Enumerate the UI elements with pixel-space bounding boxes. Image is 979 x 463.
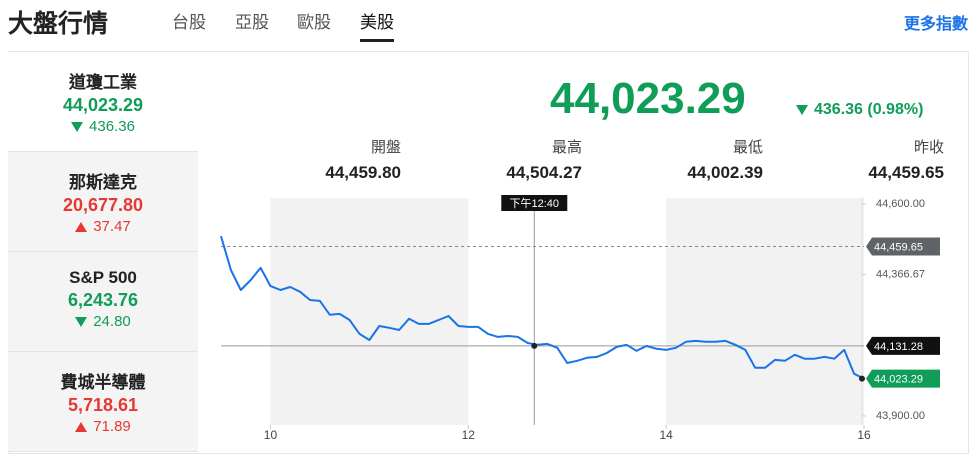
- change-text: 436.36 (0.98%): [814, 101, 924, 118]
- stat-value: 44,459.65: [868, 163, 944, 182]
- change-text: 24.80: [93, 313, 131, 330]
- y-tick-label: 44,366.67: [876, 269, 925, 281]
- index-name: 那斯達克: [69, 173, 137, 192]
- tab[interactable]: 亞股: [235, 13, 269, 32]
- index-item[interactable]: 道瓊工業 44,023.29 436.36: [8, 52, 198, 152]
- direction-arrow: [75, 222, 88, 233]
- crosshair-dot: [531, 342, 538, 349]
- index-item[interactable]: S&P 500 6,243.76 24.80: [8, 252, 198, 352]
- index-item[interactable]: 那斯達克 20,677.80 37.47: [8, 152, 198, 252]
- index-price: 20,677.80: [62, 195, 144, 215]
- direction-arrow: [75, 317, 88, 328]
- y-tick-label: 44,600.00: [876, 198, 925, 210]
- quote-price: 44,023.29: [550, 74, 746, 123]
- change-text: 37.47: [93, 218, 131, 235]
- session-band: [666, 198, 864, 425]
- index-price: 44,023.29: [62, 95, 144, 115]
- x-tick-label: 12: [462, 428, 476, 442]
- value-tag: [866, 237, 940, 256]
- stat: 昨收 44,459.65: [824, 136, 944, 183]
- stat-value: 44,459.80: [325, 163, 401, 182]
- tab[interactable]: 台股: [172, 13, 206, 32]
- stat-label: 最高: [551, 139, 582, 156]
- direction-arrow: [71, 122, 84, 133]
- value-tag-label: 44,131.28: [874, 341, 923, 353]
- change-text: 71.89: [93, 418, 131, 435]
- value-tag: [866, 369, 940, 388]
- time-tag: [501, 195, 568, 211]
- index-name: 費城半導體: [60, 373, 146, 392]
- index-item[interactable]: 費城半導體 5,718.61 71.89: [8, 352, 198, 452]
- session-band: [270, 198, 469, 425]
- last-dot: [859, 375, 865, 382]
- widget-title: 大盤行情: [8, 10, 109, 38]
- stat: 最低 44,002.39: [643, 136, 763, 183]
- time-tag-label: 下午12:40: [510, 197, 560, 210]
- x-tick-label: 14: [659, 428, 673, 442]
- stat: 最高 44,504.27: [462, 136, 582, 183]
- index-name: 道瓊工業: [69, 73, 137, 92]
- stat-value: 44,504.27: [506, 163, 582, 182]
- stat-value: 44,002.39: [687, 163, 763, 182]
- y-tick-label: 43,900.00: [876, 410, 925, 422]
- quote-change: 436.36 (0.98%): [796, 101, 923, 119]
- stat-label: 昨收: [913, 139, 944, 156]
- stat: 開盤 44,459.80: [281, 136, 401, 183]
- index-change: 436.36: [8, 118, 198, 135]
- stat-label: 開盤: [370, 139, 401, 156]
- value-tag-label: 44,023.29: [874, 374, 923, 386]
- direction-arrow: [75, 422, 88, 433]
- tab[interactable]: 美股: [360, 8, 394, 42]
- value-tag: [866, 336, 940, 355]
- price-line: [220, 235, 865, 380]
- index-change: 71.89: [8, 418, 198, 435]
- index-price: 5,718.61: [67, 395, 139, 415]
- index-change: 37.47: [8, 218, 198, 235]
- x-tick-label: 16: [857, 428, 871, 442]
- index-change: 24.80: [8, 313, 198, 330]
- more-link[interactable]: 更多指數: [903, 16, 968, 33]
- x-tick-label: 10: [264, 428, 278, 442]
- value-tag-label: 44,459.65: [874, 241, 923, 253]
- index-name: S&P 500: [69, 268, 137, 287]
- stat-label: 最低: [732, 139, 763, 156]
- index-price: 6,243.76: [67, 290, 139, 310]
- tab[interactable]: 歐股: [297, 13, 331, 32]
- change-text: 436.36: [89, 118, 135, 135]
- direction-arrow: [796, 104, 808, 115]
